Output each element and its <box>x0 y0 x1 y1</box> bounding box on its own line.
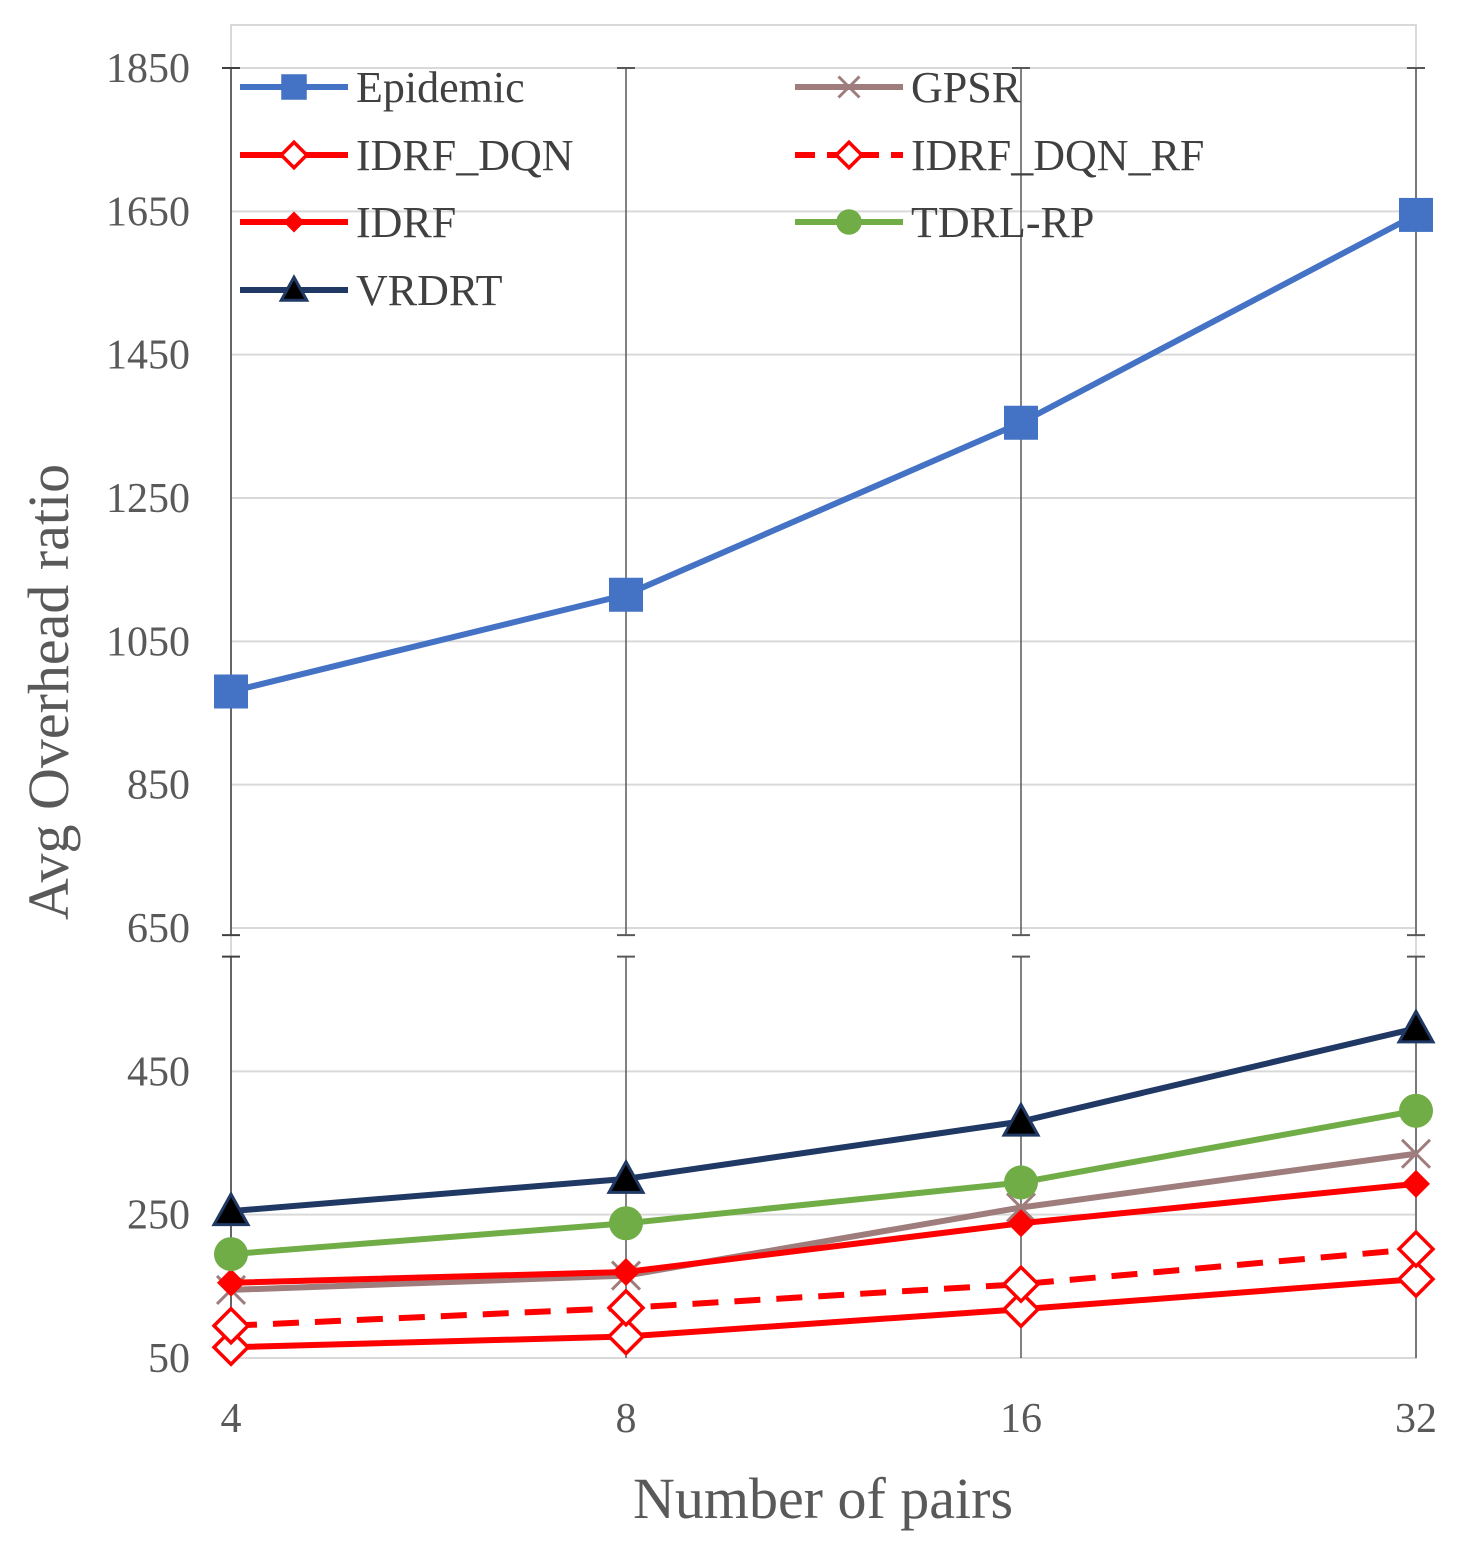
marker-diamond-open <box>606 1288 646 1328</box>
series-idrf <box>217 1169 1430 1297</box>
x-tick-label: 4 <box>221 1396 242 1442</box>
legend-item: IDRF_DQN_RF <box>795 131 1204 180</box>
legend-item: TDRL-RP <box>795 198 1094 247</box>
x-tick-labels: 4 8 16 32 <box>221 1396 1438 1442</box>
marker-diamond <box>217 1268 245 1297</box>
x-tick-label: 16 <box>1000 1396 1042 1442</box>
y-tick-label: 850 <box>127 763 190 809</box>
marker-diamond-open <box>606 1317 646 1356</box>
series-epidemic <box>214 197 1433 709</box>
series-lines <box>211 197 1436 1367</box>
series-line <box>230 1025 1417 1215</box>
marker-square <box>214 674 248 709</box>
legend-label: GPSR <box>911 63 1022 112</box>
y-tick-labels: 50 250 450 650 850 1050 1250 1450 1650 1850 <box>106 46 190 1382</box>
marker-diamond-open <box>833 139 865 171</box>
x-axis-title: Number of pairs <box>633 1466 1013 1531</box>
marker-square <box>1399 197 1433 232</box>
y-axis-title: Avg Overhead ratio <box>16 464 81 920</box>
series-line <box>230 212 1418 695</box>
series-line <box>230 1150 1417 1293</box>
marker-diamond-open <box>211 1306 251 1346</box>
legend-label: IDRF_DQN <box>356 131 574 180</box>
y-tick-label: 1250 <box>106 476 190 522</box>
legend-label: VRDRT <box>356 266 503 315</box>
series-idrf-dqn-rf <box>211 1229 1436 1346</box>
marker-square <box>609 577 643 612</box>
marker-diamond-open <box>1396 1229 1436 1269</box>
category-vertical-lines <box>222 67 1425 1358</box>
marker-diamond <box>612 1258 640 1286</box>
y-tick-label: 650 <box>127 906 190 952</box>
marker-square <box>1004 405 1038 440</box>
series-line <box>230 1276 1417 1351</box>
legend: Epidemic GPSR IDRF_DQN IDRF_DQN_RF IDRF TDRL-… <box>240 63 1204 315</box>
marker-diamond-open <box>211 1327 251 1367</box>
legend-label: TDRL-RP <box>911 198 1094 247</box>
y-tick-label: 1050 <box>106 619 190 665</box>
marker-diamond-open <box>1001 1264 1041 1304</box>
marker-triangle <box>278 274 310 302</box>
y-tick-label: 50 <box>148 1336 190 1382</box>
marker-circle <box>214 1237 248 1272</box>
marker-x <box>837 75 861 99</box>
series-line <box>230 1180 1417 1286</box>
marker-triangle <box>606 1158 646 1194</box>
marker-triangle <box>1001 1101 1041 1137</box>
y-tick-label: 1450 <box>106 333 190 379</box>
legend-item: Epidemic <box>240 63 525 112</box>
series-vrdrt <box>211 1008 1436 1227</box>
legend-item: IDRF <box>240 198 456 247</box>
marker-square <box>281 74 307 100</box>
series-line <box>230 1107 1417 1258</box>
series-tdrl-rp <box>214 1093 1433 1272</box>
marker-diamond <box>1007 1209 1035 1238</box>
legend-label: Epidemic <box>356 63 525 112</box>
marker-x <box>1400 1138 1432 1169</box>
y-tick-label: 1650 <box>106 189 190 235</box>
marker-circle <box>1004 1165 1038 1200</box>
legend-item: VRDRT <box>240 266 503 315</box>
legend-item: IDRF_DQN <box>240 131 574 180</box>
series-idrf-dqn <box>211 1259 1436 1367</box>
legend-label: IDRF_DQN_RF <box>911 131 1204 180</box>
legend-item: GPSR <box>795 63 1022 112</box>
y-tick-label: 250 <box>127 1193 190 1239</box>
marker-circle <box>609 1206 643 1241</box>
marker-diamond <box>1402 1169 1430 1198</box>
y-tick-label: 450 <box>127 1049 190 1095</box>
x-tick-label: 8 <box>616 1396 637 1442</box>
marker-triangle <box>211 1190 251 1227</box>
marker-diamond-open <box>1001 1289 1041 1329</box>
marker-circle <box>836 209 862 235</box>
marker-circle <box>1399 1093 1433 1128</box>
marker-diamond <box>283 211 305 233</box>
y-tick-label: 1850 <box>106 46 190 92</box>
marker-triangle <box>1396 1008 1436 1044</box>
x-tick-label: 32 <box>1395 1396 1437 1442</box>
series-line <box>230 1246 1417 1329</box>
marker-diamond-open <box>278 139 310 171</box>
legend-label: IDRF <box>356 198 456 247</box>
marker-diamond-open <box>1396 1259 1436 1299</box>
marker-x <box>1005 1192 1037 1223</box>
